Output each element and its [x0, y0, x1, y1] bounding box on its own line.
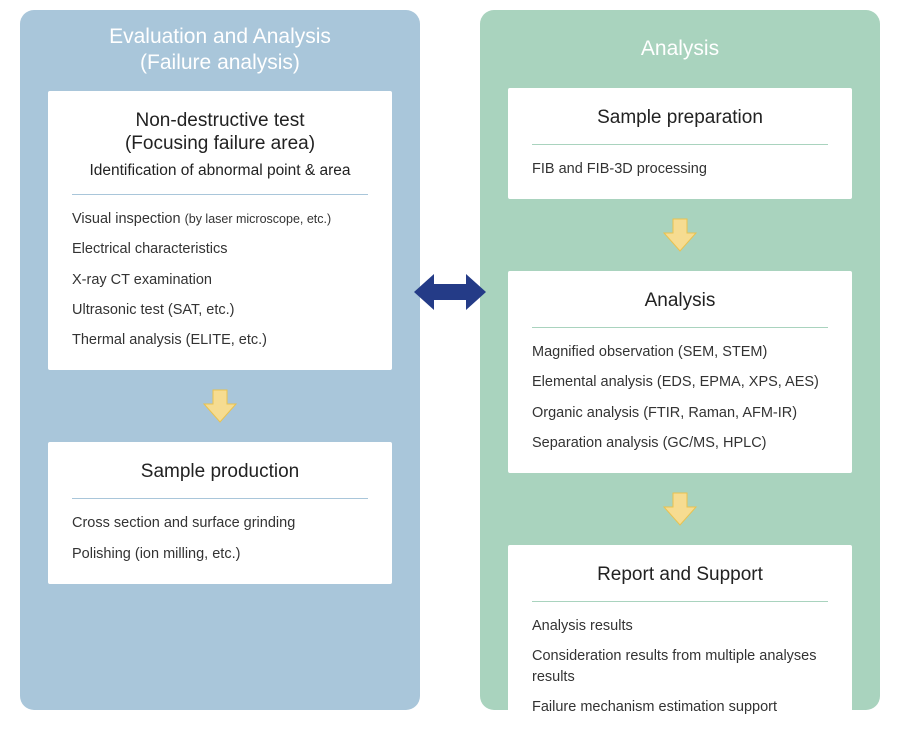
card-title: Non-destructive test (Focusing failure a…: [72, 109, 368, 157]
list-item: FIB and FIB-3D processing: [532, 159, 828, 179]
list-item: Elemental analysis (EDS, EPMA, XPS, AES): [532, 372, 828, 392]
left-header-line2: (Failure analysis): [140, 51, 300, 74]
analysis-list: Magnified observation (SEM, STEM) Elemen…: [532, 342, 828, 453]
card-sample-production: Sample production Cross section and surf…: [48, 442, 392, 583]
list-item: Electrical characteristics: [72, 239, 368, 259]
list-item: Visual inspection (by laser microscope, …: [72, 209, 368, 229]
divider: [532, 144, 828, 145]
left-panel: Evaluation and Analysis (Failure analysi…: [20, 10, 420, 710]
note: (by laser microscope, etc.): [185, 212, 332, 226]
card-title: Sample preparation: [532, 106, 828, 130]
card-title: Report and Support: [532, 563, 828, 587]
card-sample-prep: Sample preparation FIB and FIB-3D proces…: [508, 88, 852, 199]
list-item: Ultrasonic test (SAT, etc.): [72, 300, 368, 320]
sp-list: Cross section and surface grinding Polis…: [72, 513, 368, 564]
card-nondestructive: Non-destructive test (Focusing failure a…: [48, 91, 392, 371]
ndt-title-line2: (Focusing failure area): [125, 133, 315, 154]
arrow-down-icon: [662, 491, 698, 527]
card-title: Sample production: [72, 460, 368, 484]
left-header-line1: Evaluation and Analysis: [109, 25, 331, 48]
ndt-title-line1: Non-destructive test: [136, 110, 305, 131]
card-title: Analysis: [532, 289, 828, 313]
list-item: Thermal analysis (ELITE, etc.): [72, 330, 368, 350]
right-panel: Analysis Sample preparation FIB and FIB-…: [480, 10, 880, 710]
card-analysis: Analysis Magnified observation (SEM, STE…: [508, 271, 852, 473]
arrow-down-wrap: [508, 199, 852, 271]
left-panel-header: Evaluation and Analysis (Failure analysi…: [48, 24, 392, 77]
divider: [72, 498, 368, 499]
divider: [72, 194, 368, 195]
report-list: Analysis results Consideration results f…: [532, 616, 828, 717]
list-item: Magnified observation (SEM, STEM): [532, 342, 828, 362]
list-item: Separation analysis (GC/MS, HPLC): [532, 433, 828, 453]
divider: [532, 601, 828, 602]
bidirectional-arrow-icon: [414, 270, 486, 319]
arrow-down-wrap: [508, 473, 852, 545]
list-item: Consideration results from multiple anal…: [532, 646, 828, 687]
ndt-subtitle: Identification of abnormal point & area: [72, 162, 368, 180]
list-item: Failure mechanism estimation support: [532, 697, 828, 717]
list-item: Polishing (ion milling, etc.): [72, 544, 368, 564]
arrow-down-icon: [202, 388, 238, 424]
ndt-list: Visual inspection (by laser microscope, …: [72, 209, 368, 350]
card-report: Report and Support Analysis results Cons…: [508, 545, 852, 737]
list-item: Cross section and surface grinding: [72, 513, 368, 533]
list-item: Organic analysis (FTIR, Raman, AFM-IR): [532, 403, 828, 423]
prep-list: FIB and FIB-3D processing: [532, 159, 828, 179]
divider: [532, 327, 828, 328]
right-panel-header: Analysis: [508, 24, 852, 74]
right-header: Analysis: [641, 37, 719, 60]
arrow-down-wrap: [48, 370, 392, 442]
list-item: Analysis results: [532, 616, 828, 636]
list-item: X-ray CT examination: [72, 270, 368, 290]
arrow-down-icon: [662, 217, 698, 253]
